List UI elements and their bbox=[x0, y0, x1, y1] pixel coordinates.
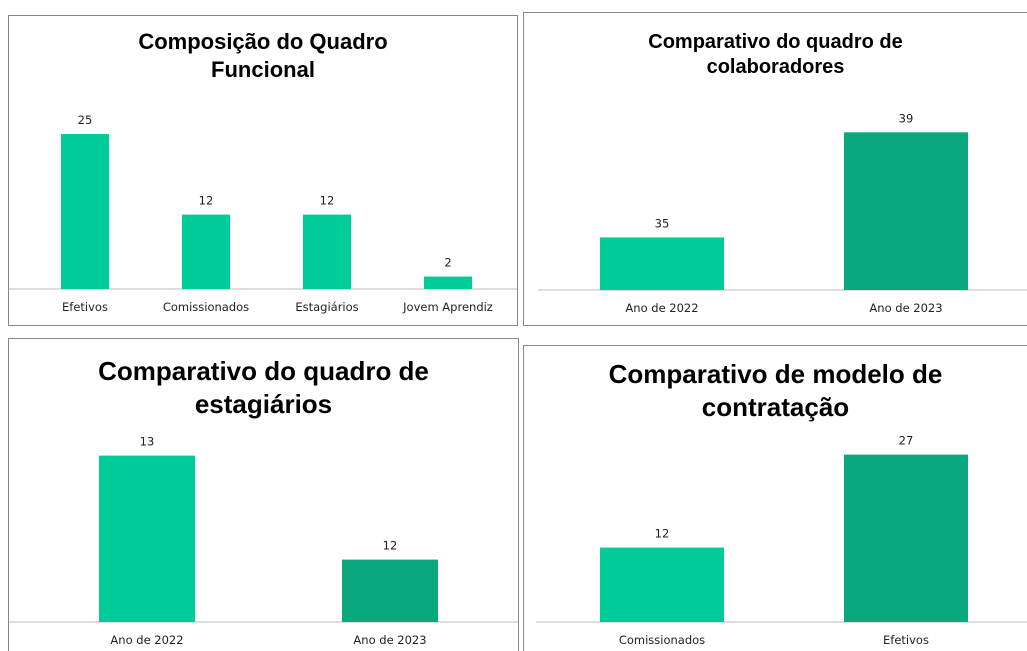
chart-title: Comparativo do quadro de estagiários bbox=[98, 356, 429, 419]
data-label: 12 bbox=[320, 194, 335, 208]
data-label: 2 bbox=[444, 256, 451, 270]
chart-panel: Comparativo do quadro de colaboradores 3… bbox=[523, 12, 1027, 326]
chart: 25 Efetivos 12 Comissionados 12 Estagiários 2 J… bbox=[9, 113, 517, 314]
bar bbox=[844, 454, 968, 622]
bar bbox=[61, 134, 109, 289]
bar bbox=[600, 547, 724, 622]
chart: 12 Comissionados 27 Efetivos bbox=[536, 434, 1027, 647]
x-tick-label: Ano de 2022 bbox=[110, 633, 183, 647]
x-tick-label: Ano de 2023 bbox=[353, 633, 426, 647]
x-tick-label: Comissionados bbox=[163, 300, 249, 314]
data-label: 12 bbox=[655, 527, 670, 541]
chart: 35 Ano de 2022 39 Ano de 2023 bbox=[538, 111, 1027, 315]
x-tick-label: Ano de 2022 bbox=[625, 301, 698, 315]
chart-panel: Composição do Quadro Funcional 25 Efetivo… bbox=[8, 15, 518, 326]
data-label: 27 bbox=[899, 434, 914, 448]
x-tick-label: Ano de 2023 bbox=[869, 301, 942, 315]
bar bbox=[844, 132, 968, 290]
bar bbox=[424, 276, 472, 289]
chart-title: Composição do Quadro Funcional bbox=[138, 29, 388, 82]
chart-title: Comparativo do quadro de colaboradores bbox=[648, 31, 903, 78]
chart: 13 Ano de 2022 12 Ano de 2023 bbox=[9, 435, 518, 647]
chart-panel: Comparativo de modelo de contratação 12 C… bbox=[523, 345, 1027, 651]
data-label: 25 bbox=[78, 113, 93, 127]
data-label: 12 bbox=[383, 539, 398, 553]
bar bbox=[342, 559, 438, 622]
chart-title: Comparativo de modelo de contratação bbox=[608, 359, 943, 422]
x-tick-label: Jovem Aprendiz bbox=[402, 300, 493, 314]
data-label: 12 bbox=[199, 194, 214, 208]
x-tick-label: Estagiários bbox=[295, 300, 358, 314]
bar bbox=[303, 214, 351, 289]
bar bbox=[99, 455, 195, 622]
x-tick-label: Efetivos bbox=[62, 300, 108, 314]
data-label: 35 bbox=[655, 216, 670, 230]
data-label: 13 bbox=[140, 435, 155, 449]
bar bbox=[182, 214, 230, 289]
bar bbox=[600, 237, 724, 290]
x-tick-label: Efetivos bbox=[883, 633, 929, 647]
data-label: 39 bbox=[899, 111, 914, 125]
chart-panel: Comparativo do quadro de estagiários 13 A… bbox=[8, 338, 519, 651]
x-tick-label: Comissionados bbox=[619, 633, 705, 647]
